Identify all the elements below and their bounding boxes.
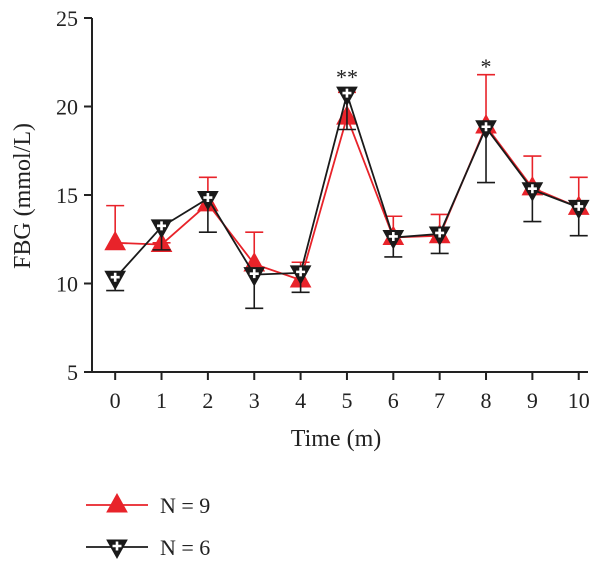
annotations: ** * <box>336 54 492 90</box>
marker-cross <box>435 228 445 238</box>
x-tick-label: 2 <box>202 388 213 413</box>
x-tick-label: 6 <box>388 388 399 413</box>
series-2 <box>104 86 590 310</box>
marker-cross <box>574 201 584 211</box>
plot-area <box>104 73 590 310</box>
x-tick-label: 1 <box>156 388 167 413</box>
axes: 5 10 15 20 25 0 1 2 3 4 5 6 7 8 9 10 <box>56 6 590 413</box>
significance-label: ** <box>336 65 358 90</box>
marker-cross <box>481 122 491 132</box>
legend: N = 9 N = 6 <box>86 492 210 560</box>
x-tick-label: 7 <box>434 388 445 413</box>
marker-cross <box>157 221 167 231</box>
x-tick-label: 10 <box>568 388 590 413</box>
y-tick-label: 5 <box>67 360 78 385</box>
y-tick-label: 10 <box>56 272 78 297</box>
x-tick-label: 9 <box>527 388 538 413</box>
y-tick-label: 20 <box>56 95 78 120</box>
series-line <box>115 114 580 282</box>
marker-cross <box>342 88 352 98</box>
x-tick-label: 5 <box>341 388 352 413</box>
marker-cross <box>249 269 259 279</box>
legend-label: N = 9 <box>160 493 210 518</box>
y-tick-label: 15 <box>56 183 78 208</box>
marker-triangle-up <box>106 492 128 513</box>
marker-cross <box>110 272 120 282</box>
legend-item: N = 6 <box>86 535 210 560</box>
x-tick-label: 0 <box>110 388 121 413</box>
y-axis-title: FBG (mmol/L) <box>10 123 36 269</box>
legend-label: N = 6 <box>160 535 210 560</box>
marker-cross <box>527 184 537 194</box>
marker-triangle-up <box>104 230 127 251</box>
x-ticks: 0 1 2 3 4 5 6 7 8 9 10 <box>110 372 590 413</box>
x-tick-label: 4 <box>295 388 306 413</box>
x-tick-label: 8 <box>481 388 492 413</box>
x-axis-title: Time (m) <box>291 426 381 452</box>
marker-cross <box>112 541 122 551</box>
legend-item: N = 9 <box>86 492 210 518</box>
y-tick-label: 25 <box>56 6 78 31</box>
marker-cross <box>203 193 213 203</box>
y-ticks: 5 10 15 20 25 <box>56 6 92 385</box>
x-tick-label: 3 <box>249 388 260 413</box>
marker-cross <box>388 231 398 241</box>
significance-label: * <box>481 54 492 79</box>
marker-cross <box>296 267 306 277</box>
